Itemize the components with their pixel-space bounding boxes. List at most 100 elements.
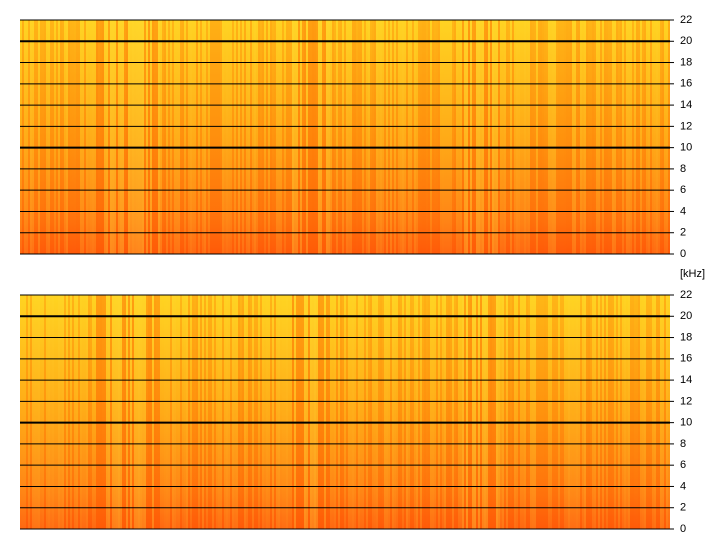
spectrogram-stripe [110, 295, 112, 529]
spectrogram-stripe [82, 295, 84, 529]
spectrogram-stripe [180, 20, 182, 254]
spectrogram-stripe [642, 20, 644, 254]
spectrogram-stripe [142, 295, 144, 529]
spectrogram-stripe [448, 295, 450, 529]
spectrogram-stripe [310, 20, 312, 254]
spectrogram-stripe [104, 20, 106, 254]
spectrogram-stripe [330, 295, 332, 529]
spectrogram-stripe [226, 295, 228, 529]
spectrogram-stripe [402, 295, 404, 529]
spectrogram-stripe [546, 295, 548, 529]
spectrogram-stripe [578, 295, 580, 529]
spectrogram-stripe [606, 20, 608, 254]
spectrogram-stripe [414, 295, 416, 529]
spectrogram-stripe [244, 20, 246, 254]
spectrogram-stripe [218, 20, 220, 254]
spectrogram-stripe [92, 20, 94, 254]
spectrogram-stripe [346, 20, 348, 254]
spectrogram-stripe [352, 295, 354, 529]
spectrogram-background [20, 295, 670, 529]
spectrogram-stripe [638, 20, 640, 254]
spectrogram-stripe [54, 20, 56, 254]
spectrogram-stripe [350, 295, 352, 529]
spectrogram-stripe [488, 295, 490, 529]
spectrogram-stripe [310, 295, 312, 529]
spectrogram-stripe [440, 20, 442, 254]
spectrogram-stripe [314, 20, 316, 254]
spectrogram-stripe [484, 295, 486, 529]
spectrogram-stripe [216, 20, 218, 254]
spectrogram-stripe [428, 20, 430, 254]
spectrogram-stripe [562, 20, 564, 254]
spectrogram-stripe [338, 20, 340, 254]
spectrogram-stripe [140, 20, 142, 254]
spectrogram-stripe [252, 295, 254, 529]
spectrogram-stripe [208, 20, 210, 254]
spectrogram-stripe [204, 20, 206, 254]
spectrogram-stripe [524, 20, 526, 254]
spectrogram-stripe [52, 20, 54, 254]
y-tick-label: 22 [680, 289, 692, 301]
spectrogram-stripe [658, 295, 660, 529]
spectrogram-stripe [250, 20, 252, 254]
spectrogram-stripe [150, 20, 152, 254]
spectrogram-stripe [644, 20, 646, 254]
spectrogram-stripe [194, 295, 196, 529]
spectrogram-stripe [512, 295, 514, 529]
spectrogram-stripe [598, 20, 600, 254]
spectrogram-stripe [256, 20, 258, 254]
spectrogram-stripe [640, 20, 642, 254]
spectrogram-stripe [192, 20, 194, 254]
spectrogram-stripe [162, 20, 164, 254]
spectrogram-stripe [184, 295, 186, 529]
spectrogram-stripe [166, 295, 168, 529]
spectrogram-stripe [358, 20, 360, 254]
spectrogram-stripe [234, 295, 236, 529]
spectrogram-stripe [108, 20, 110, 254]
spectrogram-stripe [632, 20, 634, 254]
spectrogram-stripe [376, 20, 378, 254]
y-tick-label: 14 [680, 374, 692, 386]
spectrogram-stripe [634, 295, 636, 529]
spectrogram-stripe [656, 20, 658, 254]
spectrogram-stripe [198, 295, 200, 529]
spectrogram-stripe [370, 20, 372, 254]
spectrogram-stripe [66, 295, 68, 529]
spectrogram-stripe [116, 20, 118, 254]
spectrogram-stripe [564, 20, 566, 254]
spectrogram-stripe [616, 20, 618, 254]
spectrogram-stripe [458, 20, 460, 254]
spectrogram-stripe [326, 20, 328, 254]
spectrogram-stripe [22, 20, 24, 254]
y-tick-label: 10 [680, 142, 692, 154]
spectrogram-stripe [152, 20, 154, 254]
spectrogram-stripe [178, 20, 180, 254]
spectrogram-stripe [160, 295, 162, 529]
spectrogram-stripe [624, 20, 626, 254]
spectrogram-stripe [80, 20, 82, 254]
spectrogram-stripe [82, 20, 84, 254]
spectrogram-stripe [98, 295, 100, 529]
spectrogram-stripe [72, 20, 74, 254]
spectrogram-stripe [510, 20, 512, 254]
spectrogram-stripe [602, 20, 604, 254]
spectrogram-stripe [352, 20, 354, 254]
spectrogram-stripe [638, 295, 640, 529]
spectrogram-stripe [182, 20, 184, 254]
spectrogram-stripe [484, 20, 486, 254]
spectrogram-stripe [20, 295, 22, 529]
spectrogram-stripe [648, 295, 650, 529]
spectrogram-stripe [408, 20, 410, 254]
spectrogram-stripe [368, 295, 370, 529]
spectrogram-stripe [64, 20, 66, 254]
spectrogram-stripe [446, 295, 448, 529]
spectrogram-stripe [170, 295, 172, 529]
spectrogram-stripe [102, 20, 104, 254]
spectrogram-stripe [580, 20, 582, 254]
spectrogram-stripe [620, 20, 622, 254]
spectrogram-stripe [258, 20, 260, 254]
spectrogram-stripe [114, 295, 116, 529]
spectrogram-stripe [396, 295, 398, 529]
spectrogram-stripe [574, 20, 576, 254]
spectrogram-stripe [586, 295, 588, 529]
